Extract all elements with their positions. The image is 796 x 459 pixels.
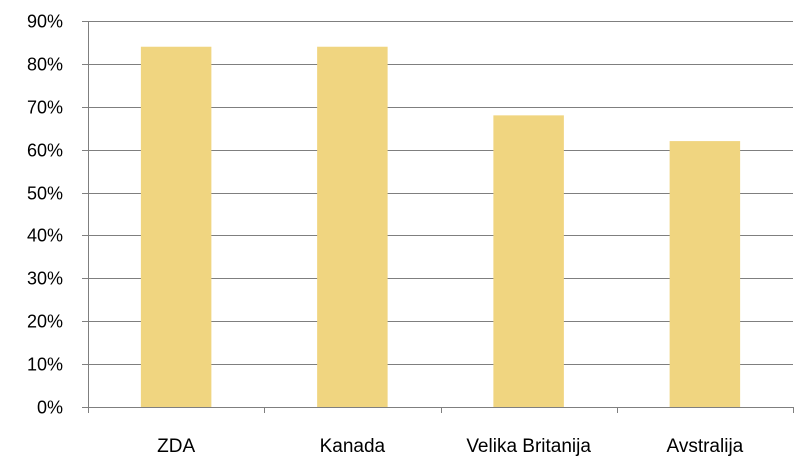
y-tick-label: 0% <box>37 398 63 418</box>
x-category-label: Velika Britanija <box>466 436 591 457</box>
bar <box>493 115 564 407</box>
y-tick-label: 90% <box>27 12 63 32</box>
y-tick-label: 70% <box>27 98 63 118</box>
y-tick-label: 50% <box>27 184 63 204</box>
x-category-label: Avstralija <box>667 436 744 457</box>
x-category-label: ZDA <box>157 436 195 457</box>
bar <box>317 47 388 407</box>
y-tick-label: 40% <box>27 226 63 246</box>
y-tick-labels: 0% 10% 20% 30% 40% 50% 60% 70% 80% 90% <box>27 12 63 418</box>
x-category-label: Kanada <box>320 436 386 457</box>
y-tick-label: 20% <box>27 312 63 332</box>
y-tick-label: 30% <box>27 269 63 289</box>
bars <box>141 47 740 407</box>
y-tick-label: 60% <box>27 141 63 161</box>
bar <box>670 141 741 407</box>
y-tick-label: 80% <box>27 55 63 75</box>
bar <box>141 47 212 407</box>
x-category-labels: ZDA Kanada Velika Britanija Avstralija <box>157 436 744 457</box>
y-tick-label: 10% <box>27 355 63 375</box>
